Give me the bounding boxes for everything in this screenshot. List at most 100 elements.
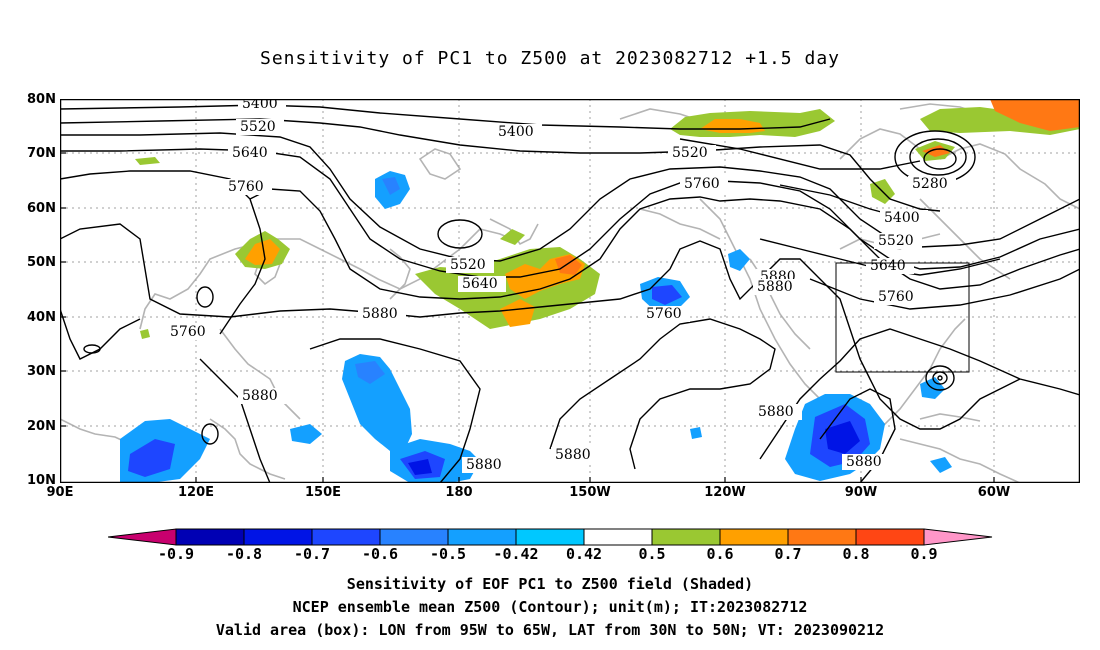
contour-label-text: 5520 (450, 257, 486, 273)
contour-loop (83, 344, 101, 354)
axis-ticks (60, 152, 995, 483)
contour-label: 5520 (874, 233, 922, 249)
contour-label-text: 5880 (757, 279, 793, 295)
shade-blue-gulf-alaska-core (652, 285, 682, 305)
shade-green-china (140, 329, 150, 339)
contour-line (809, 268, 1080, 310)
contour-label-text: 5520 (672, 145, 708, 161)
contour-loop (909, 138, 967, 176)
shade-green-npac-small (500, 229, 525, 245)
shade-blue-wcoast (728, 249, 750, 271)
contour-label: 5640 (866, 258, 914, 274)
caption-line-1: Sensitivity of EOF PC1 to Z500 field (Sh… (346, 575, 754, 593)
shade-blue-wpac-1-core (355, 361, 385, 384)
contour-label-text: 5520 (240, 119, 276, 135)
lon-label-90e: 90E (46, 485, 74, 500)
contour-label: 5760 (224, 179, 272, 195)
colorbar-cell (719, 528, 789, 546)
lat-label-20n: 20N (27, 419, 56, 434)
contour-label: 5520 (236, 119, 284, 135)
contour-loop (923, 148, 957, 170)
shade-blue-atl-2 (930, 457, 952, 473)
contour-label-text: 5760 (684, 176, 720, 192)
contour-label: 5760 (680, 176, 728, 192)
colorbar-cell (243, 528, 313, 546)
colorbar (108, 528, 993, 546)
colorbar-cell (583, 528, 653, 546)
colorbar-label: 0.7 (774, 545, 802, 563)
contour-label: 5880 (842, 454, 890, 470)
shade-orange-npac-3 (500, 299, 535, 327)
lon-label-180: 180 (445, 485, 473, 500)
contour-label: 5280 (908, 176, 956, 192)
colorbar-label: 0.42 (565, 545, 603, 563)
contour-line (249, 188, 1080, 300)
contour-line (549, 318, 776, 470)
contour-line (199, 358, 271, 483)
map-canvas: 5400 5520 5640 5760 5400 5520 5760 5280 … (60, 99, 1080, 483)
lat-label-10n: 10N (27, 473, 56, 488)
colorbar-label: 0.6 (706, 545, 734, 563)
shade-blue-wpac-1 (342, 354, 412, 451)
colorbar-label: 0.5 (638, 545, 666, 563)
contour-line (309, 338, 481, 483)
lat-label-60n: 60N (27, 201, 56, 216)
lat-label-30n: 30N (27, 364, 56, 379)
contour-label: 5880 (358, 306, 406, 322)
shade-blue-epac-deep (825, 421, 860, 454)
contour-label: 5880 (754, 404, 802, 420)
valid-area-box (835, 262, 970, 373)
contour-loop (196, 286, 214, 308)
colorbar-label: -0.6 (361, 545, 399, 563)
contour-label-text: 5280 (912, 176, 948, 192)
lat-label-40n: 40N (27, 310, 56, 325)
contour-label: 5880 (462, 457, 510, 473)
contour-line (679, 138, 921, 170)
colorbar-label: -0.7 (293, 545, 331, 563)
lat-label-70n: 70N (27, 146, 56, 161)
colorbar-label: 0.9 (910, 545, 938, 563)
colorbar-cell-max (923, 528, 993, 546)
contour-label-text: 5400 (498, 124, 534, 140)
lon-label-60w: 60W (977, 485, 1011, 500)
contour-loop (925, 365, 955, 391)
shade-orange-japan-sea (245, 239, 280, 265)
contour-loop (437, 219, 483, 249)
contour-line (759, 328, 1080, 460)
shade-blue-scs-core (128, 439, 175, 477)
contour-label-text: 5760 (878, 289, 914, 305)
lon-label-90w: 90W (844, 485, 878, 500)
contour-label-text: 5760 (228, 179, 264, 195)
contour-line (60, 308, 141, 360)
map-frame (60, 99, 1080, 483)
contour-label-text: 5880 (362, 306, 398, 322)
contour-line (60, 223, 1021, 430)
contour-label-text: 5400 (242, 99, 278, 112)
contour-label: 5760 (642, 306, 690, 322)
shade-orange-baffin (922, 145, 950, 157)
lat-label-50n: 50N (27, 255, 56, 270)
colorbar-cell (379, 528, 449, 546)
shade-orange-greenland (990, 99, 1080, 131)
contour-label: 5760 (874, 289, 922, 305)
shade-green-siberia (135, 157, 160, 165)
contour-line (60, 118, 941, 212)
colorbar-cell (447, 528, 517, 546)
colorbar-label: -0.8 (225, 545, 263, 563)
lon-label-120e: 120E (177, 485, 215, 500)
contour-label-text: 5760 (646, 306, 682, 322)
caption-line-2: NCEP ensemble mean Z500 (Contour); unit(… (292, 598, 808, 616)
contour-label-text: 5640 (870, 258, 906, 274)
lat-label-80n: 80N (27, 92, 56, 107)
contour-label-text: 5880 (846, 454, 882, 470)
contour-label: 5880 (551, 447, 599, 463)
caption-line-3: Valid area (box): LON from 95W to 65W, L… (215, 621, 885, 639)
colorbar-label: -0.42 (493, 545, 539, 563)
lon-label-120w: 120W (704, 485, 746, 500)
shade-blue-wpac-2-deep (408, 459, 432, 475)
contour-label: 5880 (238, 388, 286, 404)
colorbar-cell-min (108, 528, 177, 546)
shade-orange-npac-2 (555, 255, 582, 275)
lon-label-150e: 150E (304, 485, 342, 500)
contour-line (60, 170, 266, 335)
